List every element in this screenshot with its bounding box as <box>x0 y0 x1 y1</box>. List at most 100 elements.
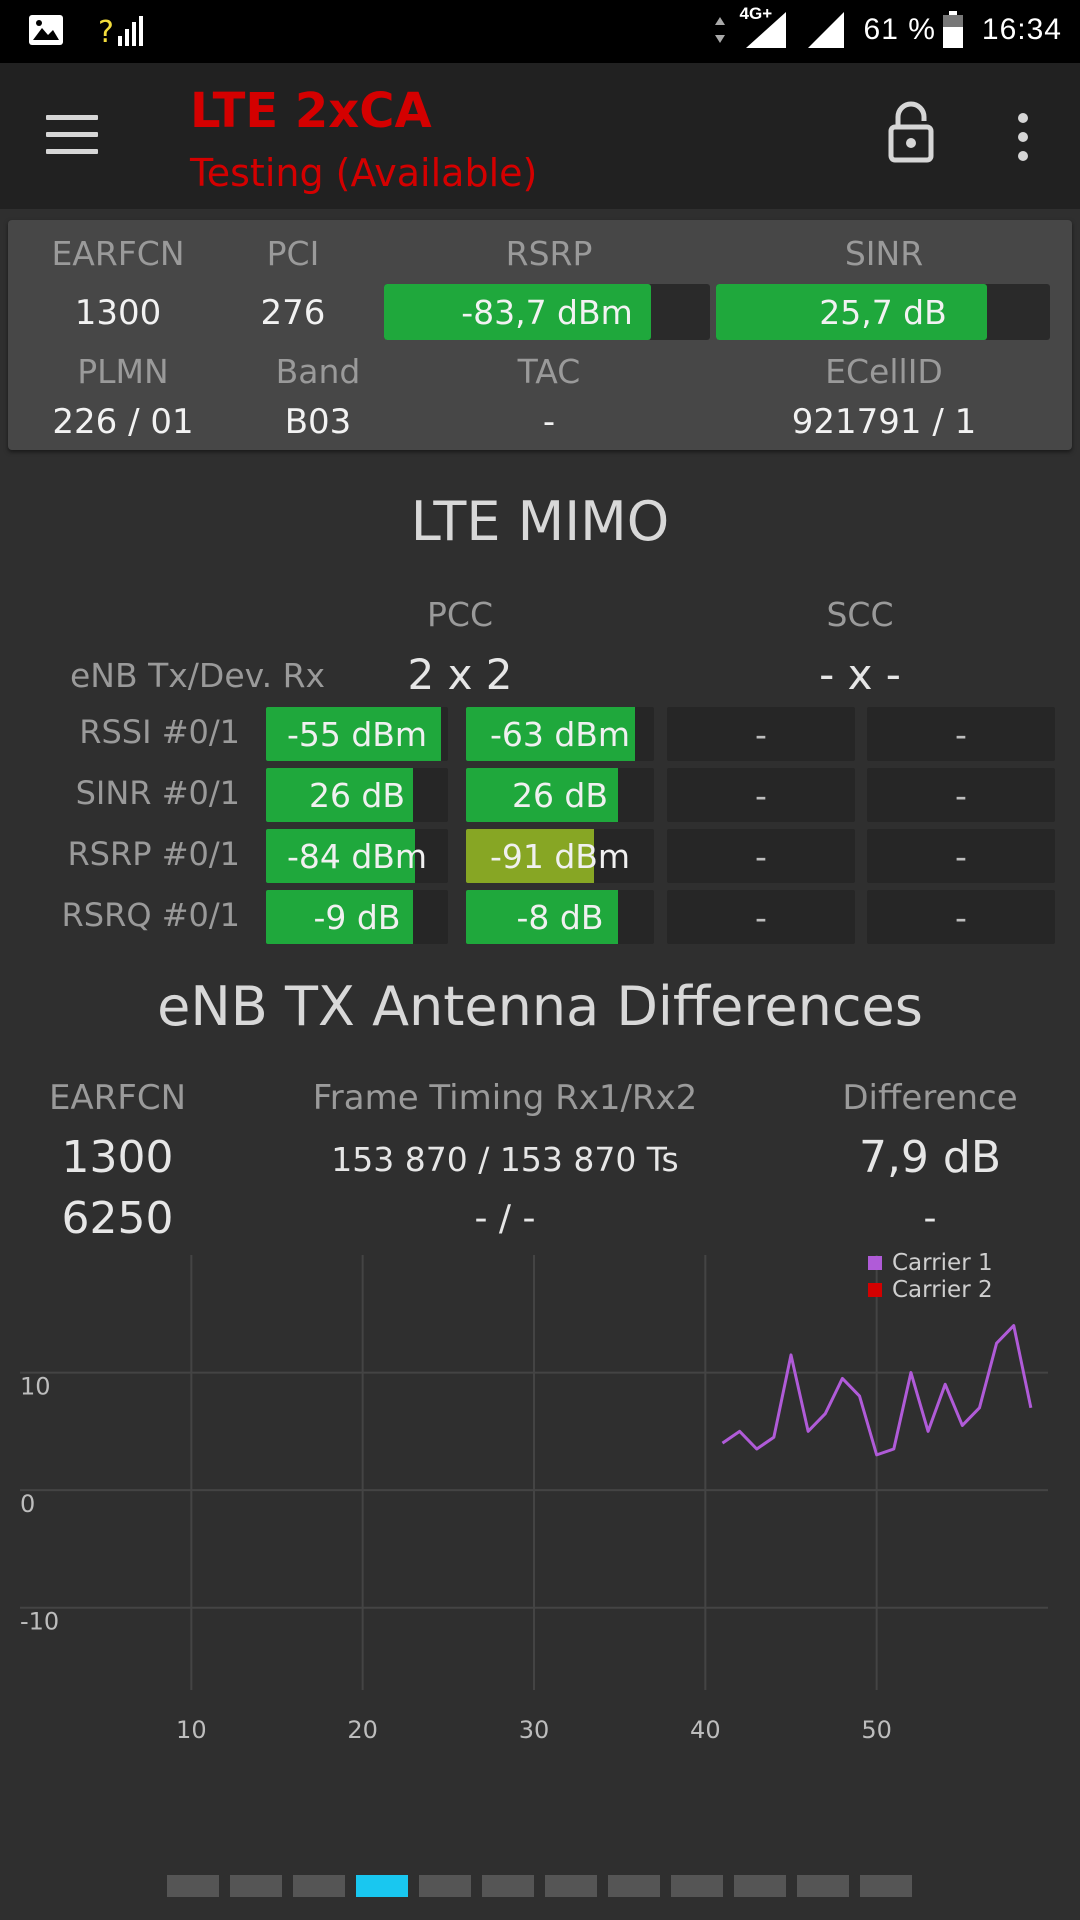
mimo-cell-fill <box>266 707 441 761</box>
mimo-cell-fill <box>466 768 619 822</box>
signal-unknown-icon: ? <box>98 15 143 48</box>
mimo-cell-value: - <box>755 775 767 815</box>
page-dot[interactable] <box>734 1875 786 1897</box>
chart-x-tick-label: 10 <box>176 1716 207 1744</box>
page-dot[interactable] <box>419 1875 471 1897</box>
chart-x-tick-label: 30 <box>519 1716 550 1744</box>
battery-icon <box>942 11 963 48</box>
mimo-cell-fill <box>466 707 636 761</box>
page-dot[interactable] <box>167 1875 219 1897</box>
mimo-cell-value: - <box>755 897 767 937</box>
antenna-diff-section-title: eNB TX Antenna Differences <box>157 975 923 1038</box>
mimo-cell-value: - <box>955 714 967 754</box>
mimo-cell-value: 26 dB <box>511 775 609 815</box>
mimo-cell-value: -84 dBm <box>286 836 428 876</box>
ecellid-value: 921791 / 1 <box>791 402 977 442</box>
clock: 16:34 <box>981 13 1062 46</box>
sinr-label: SINR <box>844 234 924 273</box>
page-dot[interactable] <box>860 1875 912 1897</box>
mimo-cell-pcc0: 26 dB <box>266 768 448 822</box>
mimo-cell-fill <box>466 829 594 883</box>
mimo-cell-fill <box>466 890 619 944</box>
mimo-row-label: RSRQ #0/1 <box>61 896 240 934</box>
sinr-bar-fill <box>716 284 987 340</box>
mimo-cell-pcc1: -8 dB <box>466 890 654 944</box>
network-signal-4g-icon: 4G+ <box>740 4 788 50</box>
menu-icon[interactable] <box>46 115 98 155</box>
scc-tx-rx-value: - x - <box>819 650 901 699</box>
mimo-section-title: LTE MIMO <box>410 490 670 553</box>
chart-y-tick-label: 0 <box>20 1490 35 1518</box>
diff-timing-1: 153 870 / 153 870 Ts <box>331 1140 679 1179</box>
mimo-cell-scc0: - <box>667 829 855 883</box>
sinr-bar: 25,7 dB <box>716 284 1050 340</box>
mimo-cell-pcc1: -63 dBm <box>466 707 654 761</box>
page-dot[interactable] <box>356 1875 408 1897</box>
chart-x-tick-label: 50 <box>861 1716 892 1744</box>
sinr-value: 25,7 dB <box>819 292 947 332</box>
pci-label: PCI <box>266 234 320 273</box>
mimo-cell-scc0: - <box>667 768 855 822</box>
pcc-header: PCC <box>427 595 493 634</box>
page-dot[interactable] <box>230 1875 282 1897</box>
chart-x-tick-label: 40 <box>690 1716 721 1744</box>
page-dot[interactable] <box>545 1875 597 1897</box>
mimo-cell-value: - <box>955 836 967 876</box>
pcc-tx-rx-value: 2 x 2 <box>407 650 513 699</box>
page-dot[interactable] <box>608 1875 660 1897</box>
data-arrows-icon <box>714 17 725 43</box>
scc-header: SCC <box>826 595 894 634</box>
status-bar: ? 4G+ 61 % 16:34 <box>0 0 1080 63</box>
page-dot[interactable] <box>293 1875 345 1897</box>
chart-legend-label: Carrier 1 <box>892 1250 993 1276</box>
chart-y-tick-label: 10 <box>20 1373 51 1401</box>
mimo-cell-scc1: - <box>867 707 1055 761</box>
gallery-notification-icon <box>29 15 63 45</box>
mimo-cell-pcc0: -84 dBm <box>266 829 448 883</box>
rsrp-label: RSRP <box>505 234 593 273</box>
rsrp-value: -83,7 dBm <box>461 292 633 332</box>
chart-y-tick-label: -10 <box>20 1608 59 1636</box>
app-title: LTE 2xCA <box>190 83 432 139</box>
mimo-cell-value: - <box>955 775 967 815</box>
chart-legend-swatch <box>868 1256 882 1270</box>
mimo-cell-scc0: - <box>667 890 855 944</box>
mimo-cell-fill <box>266 768 414 822</box>
tac-value: - <box>542 402 556 442</box>
band-value: B03 <box>284 402 352 442</box>
mimo-cell-value: -8 dB <box>516 897 604 937</box>
app-bar: LTE 2xCA Testing (Available) <box>0 63 1080 209</box>
ecellid-label: ECellID <box>825 352 943 391</box>
page-dot[interactable] <box>482 1875 534 1897</box>
mimo-cell-value: - <box>755 836 767 876</box>
mimo-row-label: RSRP #0/1 <box>67 835 240 873</box>
diff-timing-2: - / - <box>474 1198 536 1239</box>
diff-earfcn-2: 6250 <box>61 1193 174 1244</box>
chart-legend-label: Carrier 2 <box>892 1277 993 1303</box>
serving-cell-card: EARFCN PCI RSRP SINR 1300 276 -83,7 dBm … <box>8 220 1072 450</box>
diff-difference-2: - <box>923 1198 937 1239</box>
mimo-cell-value: - <box>955 897 967 937</box>
chart-series-line <box>721 1324 1033 1457</box>
mimo-cell-fill <box>266 829 416 883</box>
battery-percentage: 61 % <box>863 13 936 46</box>
page-dot[interactable] <box>797 1875 849 1897</box>
cell-signal-icon <box>807 12 844 48</box>
page-dot[interactable] <box>671 1875 723 1897</box>
mimo-cell-pcc1: -91 dBm <box>466 829 654 883</box>
lock-open-icon[interactable] <box>888 101 934 163</box>
more-vert-icon[interactable] <box>1010 113 1036 163</box>
mimo-cell-pcc0: -9 dB <box>266 890 448 944</box>
band-label: Band <box>275 352 361 391</box>
earfcn-value: 1300 <box>74 293 162 333</box>
diff-earfcn-1: 1300 <box>61 1132 174 1183</box>
diff-earfcn-header: EARFCN <box>48 1078 187 1118</box>
plmn-value: 226 / 01 <box>52 402 194 442</box>
chart-x-tick-label: 20 <box>347 1716 378 1744</box>
page-indicator <box>167 1875 912 1897</box>
mimo-cell-scc1: - <box>867 890 1055 944</box>
mimo-cell-pcc1: 26 dB <box>466 768 654 822</box>
mimo-cell-value: -9 dB <box>313 897 401 937</box>
